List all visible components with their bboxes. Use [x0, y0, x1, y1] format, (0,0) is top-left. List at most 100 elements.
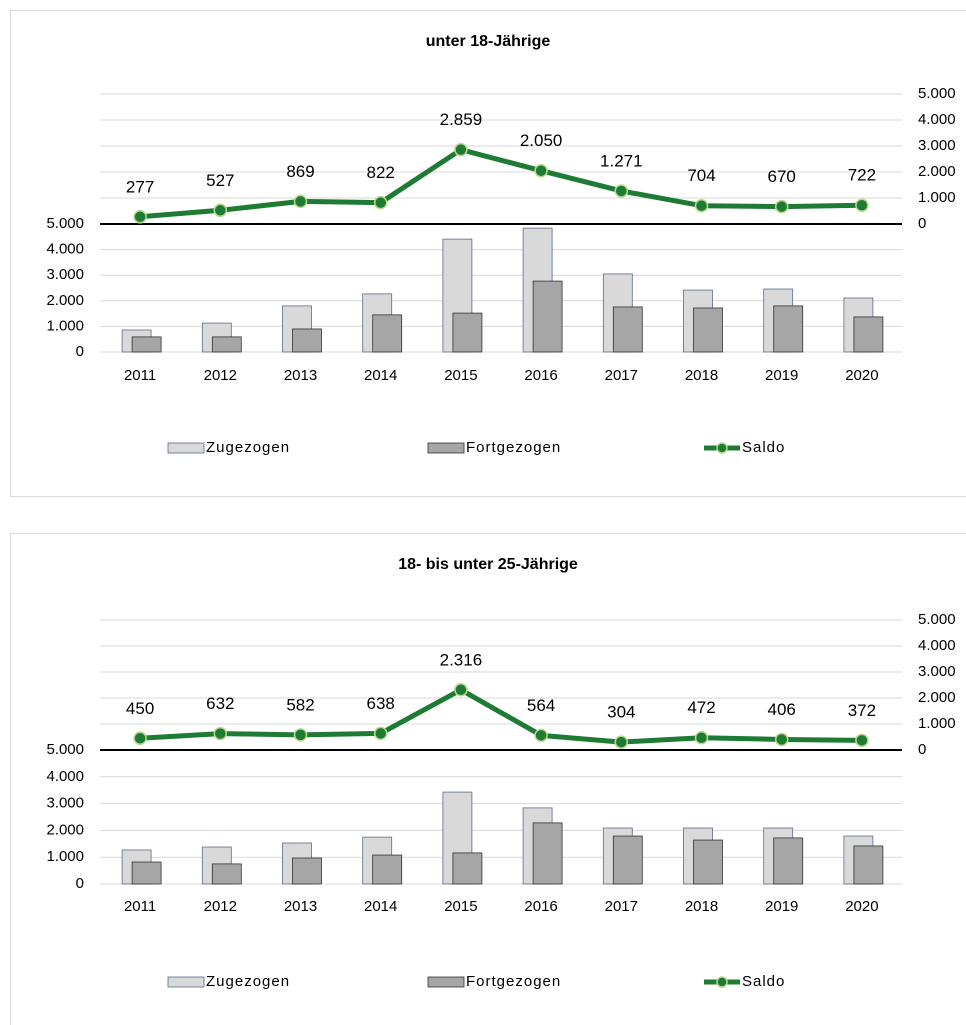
line-marker [774, 199, 789, 214]
data-label: 670 [768, 167, 796, 186]
y2-tick-label: 3.000 [918, 663, 956, 680]
y2-tick-label: 4.000 [918, 637, 956, 654]
x-tick-label: 2015 [444, 898, 477, 915]
bar [452, 312, 483, 353]
y2-tick-label: 5.000 [918, 85, 956, 102]
data-label: 822 [367, 163, 395, 182]
line-marker [855, 733, 869, 748]
bar [693, 307, 723, 353]
line-marker [373, 195, 388, 210]
x-tick-label: 2011 [124, 367, 156, 384]
y-tick-label: 5.000 [46, 741, 84, 758]
y2-tick-label: 1.000 [918, 189, 956, 206]
data-label: 722 [848, 166, 876, 185]
data-label: 527 [206, 171, 234, 190]
line-marker [213, 203, 228, 218]
line-marker [774, 732, 789, 747]
y-tick-label: 4.000 [46, 241, 84, 258]
data-label: 450 [126, 699, 154, 718]
bar [292, 328, 322, 353]
y-tick-label: 0 [76, 875, 84, 892]
line-marker [855, 198, 869, 212]
bar [292, 857, 322, 885]
x-tick-label: 2011 [124, 898, 156, 915]
y2-tick-label: 0 [918, 741, 926, 758]
line-marker [534, 163, 548, 178]
data-label: 372 [848, 701, 876, 720]
chart-title: 18- bis unter 25-Jährige [398, 556, 578, 573]
y-tick-label: 2.000 [46, 821, 84, 838]
legend-label: Zugezogen [206, 973, 290, 990]
line-marker [293, 194, 308, 209]
data-label: 304 [607, 703, 635, 722]
bar [131, 336, 162, 353]
x-tick-label: 2019 [765, 367, 798, 384]
bar [693, 839, 723, 885]
y-tick-label: 3.000 [46, 795, 84, 812]
x-tick-label: 2015 [444, 367, 477, 384]
legend-label: Saldo [742, 973, 785, 990]
legend-swatch [427, 976, 465, 988]
y2-tick-label: 5.000 [918, 611, 956, 628]
legend-label: Fortgezogen [466, 973, 561, 990]
bar [532, 822, 563, 885]
data-label: 2.050 [520, 131, 563, 150]
y2-tick-label: 2.000 [918, 689, 956, 706]
y2-tick-label: 1.000 [918, 715, 956, 732]
bar [773, 305, 804, 353]
y-tick-label: 2.000 [46, 292, 84, 309]
x-tick-label: 2013 [284, 367, 317, 384]
y2-tick-label: 0 [918, 215, 926, 232]
legend-marker [716, 976, 728, 988]
y-tick-label: 4.000 [46, 768, 84, 785]
line [139, 687, 862, 745]
data-label: 277 [126, 177, 154, 196]
line-marker [614, 184, 629, 198]
bar [372, 854, 403, 885]
data-label: 472 [687, 698, 715, 717]
y-tick-label: 1.000 [46, 848, 84, 865]
line-marker [454, 142, 468, 157]
data-label: 2.859 [440, 110, 483, 129]
bar [612, 835, 643, 885]
x-tick-label: 2013 [284, 898, 317, 915]
line-marker [133, 731, 147, 746]
x-tick-label: 2016 [524, 898, 557, 915]
legend-swatch [167, 442, 205, 454]
bar [452, 852, 483, 885]
y-tick-label: 5.000 [46, 215, 84, 232]
x-tick-label: 2017 [605, 367, 638, 384]
y2-tick-label: 3.000 [918, 137, 956, 154]
chart-frame [10, 10, 966, 497]
line-marker [454, 683, 468, 697]
data-label: 564 [527, 696, 555, 715]
bar [211, 336, 242, 353]
bar [532, 280, 563, 353]
bar [853, 316, 884, 353]
chart-frame [10, 533, 966, 1025]
y2-tick-label: 4.000 [918, 111, 956, 128]
x-tick-label: 2018 [685, 898, 718, 915]
y-tick-label: 0 [76, 343, 84, 360]
x-tick-label: 2014 [364, 367, 397, 384]
bar [211, 863, 242, 885]
legend-label: Fortgezogen [466, 439, 561, 456]
x-tick-label: 2012 [204, 898, 237, 915]
line-marker [373, 726, 388, 741]
line-marker [694, 198, 709, 213]
line-marker [614, 735, 629, 749]
bar [773, 837, 804, 885]
y-tick-label: 3.000 [46, 266, 84, 283]
line-marker [213, 726, 228, 741]
x-tick-label: 2018 [685, 367, 718, 384]
x-tick-label: 2020 [845, 898, 878, 915]
x-tick-label: 2017 [605, 898, 638, 915]
x-tick-label: 2014 [364, 898, 397, 915]
data-label: 1.271 [600, 151, 643, 170]
legend-swatch [167, 976, 205, 988]
bar [372, 314, 403, 353]
x-tick-label: 2019 [765, 898, 798, 915]
line-marker [133, 210, 147, 224]
legend-marker [716, 442, 728, 454]
